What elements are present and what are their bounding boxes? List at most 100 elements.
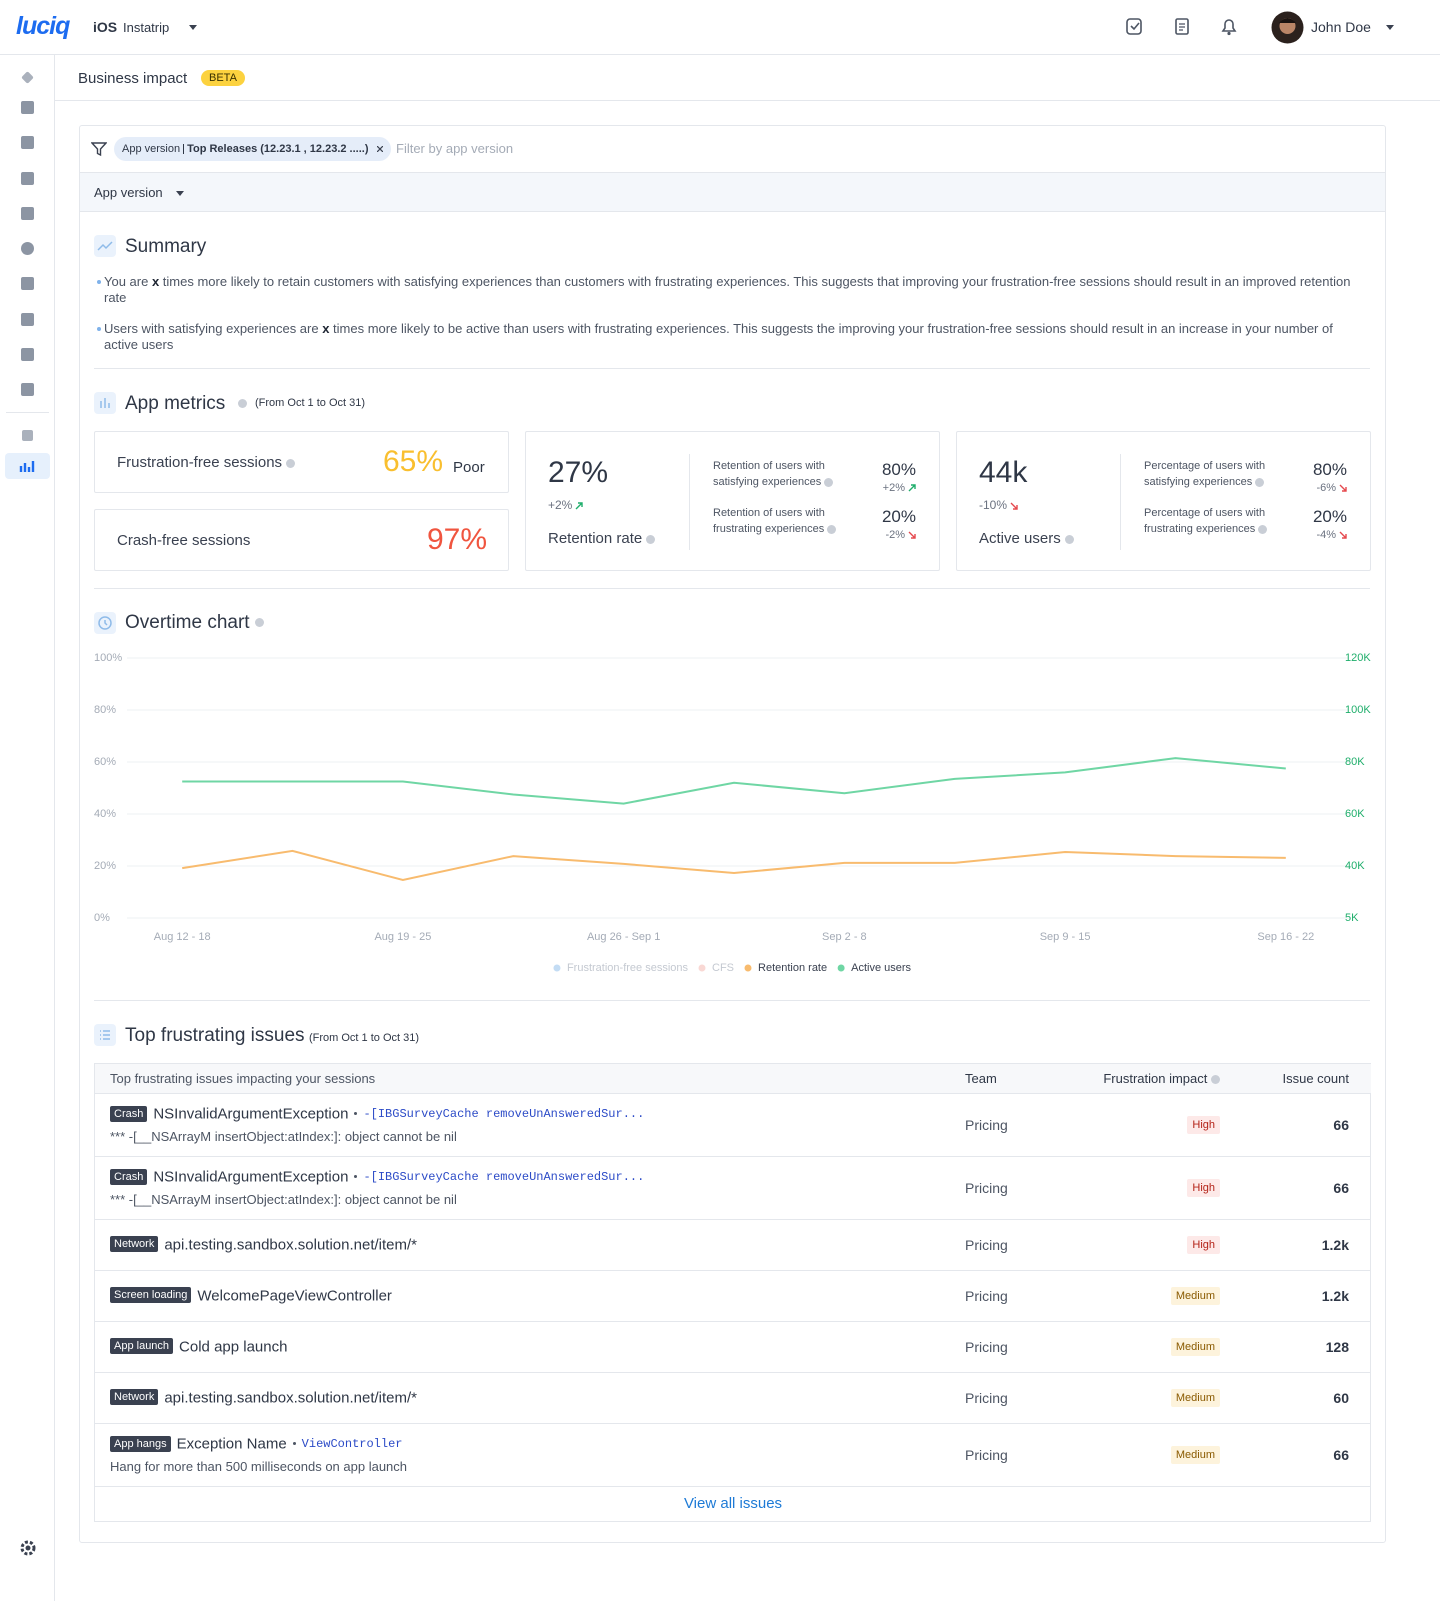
impact-badge: Medium: [1170, 1389, 1220, 1407]
issue-row[interactable]: Crash NSInvalidArgumentException -[IBGSurv…: [95, 1093, 1371, 1156]
x-tick-label: Sep 9 - 15: [1040, 931, 1091, 943]
impact-badge: Medium: [1170, 1446, 1220, 1464]
settings-icon[interactable]: [19, 1539, 37, 1557]
metrics-icon: [94, 392, 116, 414]
issue-code: -[IBGSurveyCache removeUnAnsweredSur...: [363, 1169, 645, 1184]
nav-item[interactable]: [21, 242, 34, 255]
info-icon[interactable]: [827, 524, 837, 534]
metric-label: Frustration-free sessions: [117, 454, 296, 471]
impact-cell: Medium: [1075, 1321, 1220, 1372]
table-header: Top frustrating issues impacting your se…: [95, 1064, 1371, 1093]
nav-item[interactable]: [21, 207, 34, 220]
emphasis: x: [322, 321, 330, 336]
text: +2%: [548, 498, 573, 512]
docs-icon[interactable]: [1175, 18, 1189, 35]
filter-icon[interactable]: [91, 141, 107, 157]
group-by-dropdown[interactable]: App version: [94, 185, 163, 200]
nav-item[interactable]: [21, 313, 34, 326]
nav-analytics-icon[interactable]: [19, 458, 37, 474]
metric-label: Active users: [979, 530, 1074, 547]
metric-divider: [689, 454, 690, 550]
nav-active[interactable]: [5, 453, 50, 479]
issue-row[interactable]: App hangs Exception Name ViewController Han…: [95, 1423, 1371, 1486]
metric-value: 65%: [383, 445, 444, 478]
view-all-link[interactable]: View all issues: [683, 1494, 783, 1512]
user-name[interactable]: John Doe: [1311, 19, 1371, 35]
issue-row[interactable]: Screen loading WelcomePageViewController P…: [95, 1270, 1371, 1321]
platform: iOS: [93, 19, 118, 35]
column-header: Frustration impact: [1075, 1064, 1220, 1093]
impact-cell: High: [1075, 1093, 1220, 1156]
tasks-icon[interactable]: [1126, 18, 1142, 35]
legend-item[interactable]: Retention rate: [744, 962, 828, 974]
info-icon[interactable]: [286, 458, 296, 468]
y-tick-label: 60%: [94, 756, 116, 768]
table-footer: View all issues: [95, 1486, 1371, 1521]
metric-divider: [1120, 454, 1121, 550]
text: Active users: [979, 530, 1061, 547]
info-icon[interactable]: [1258, 524, 1268, 534]
issue-row[interactable]: Network api.testing.sandbox.solution.net/…: [95, 1372, 1371, 1423]
series-line: [182, 849, 1286, 882]
metric-card: Crash-free sessions 97%: [94, 509, 509, 571]
info-icon[interactable]: [824, 477, 834, 487]
issue-title: Cold app launch: [179, 1337, 288, 1355]
info-icon[interactable]: [1211, 1074, 1220, 1084]
separator: [292, 1442, 296, 1446]
nav-item[interactable]: [21, 101, 34, 114]
sub-metric-value: 80%: [1312, 460, 1347, 479]
nav-item[interactable]: [21, 172, 34, 185]
legend-item[interactable]: Frustration-free sessions: [553, 962, 689, 974]
issue-team: Pricing: [965, 1287, 1008, 1304]
column-header: Team: [965, 1064, 1075, 1093]
group-by-caret[interactable]: [176, 191, 184, 196]
legend-item[interactable]: Active users: [837, 962, 912, 974]
issue-tag: App hangs: [110, 1435, 171, 1452]
summary-title: Summary: [125, 236, 207, 257]
nav-item[interactable]: [21, 348, 34, 361]
text: You are: [104, 274, 152, 289]
beta-badge: BETA: [201, 70, 245, 86]
legend-item[interactable]: CFS: [698, 962, 735, 974]
chip-remove[interactable]: [376, 146, 383, 152]
app-selector[interactable]: Instatrip: [123, 20, 170, 35]
arrow-shape: [575, 502, 584, 510]
nav-item[interactable]: [21, 277, 34, 290]
info-icon[interactable]: [1255, 477, 1265, 487]
y2-tick-label: 120K: [1345, 652, 1371, 664]
chip-value: Top Releases (12.23.1 , 12.23.2 .....): [187, 143, 369, 155]
app-caret[interactable]: [189, 25, 197, 30]
text: Retention of users with satisfying exper…: [713, 460, 825, 488]
chip-separator: [183, 144, 185, 155]
divider: [94, 1000, 1370, 1001]
nav-pin[interactable]: [21, 71, 34, 84]
info-icon[interactable]: [254, 618, 264, 628]
nav-item[interactable]: [22, 430, 33, 441]
issue-row[interactable]: Crash NSInvalidArgumentException -[IBGSurv…: [95, 1156, 1371, 1219]
notifications-icon[interactable]: [1221, 19, 1237, 32]
x-tick-label: Aug 26 - Sep 1: [587, 931, 660, 943]
filter-chip[interactable]: App version Top Releases (12.23.1 , 12.23…: [114, 137, 391, 161]
issue-row[interactable]: Network api.testing.sandbox.solution.net/…: [95, 1219, 1371, 1270]
trend-arrow: [908, 531, 916, 539]
info-icon[interactable]: [1064, 534, 1074, 544]
nav-item[interactable]: [21, 136, 34, 149]
issue-row[interactable]: App launch Cold app launch Pricing Medium 12…: [95, 1321, 1371, 1372]
x-tick-label: Aug 19 - 25: [374, 931, 431, 943]
legend: Frustration-free sessions CFS Retention ra…: [553, 962, 912, 974]
user-caret[interactable]: [1386, 25, 1394, 30]
issues-table-wrap: Top frustrating issues impacting your se…: [94, 1063, 1371, 1522]
issue-detail: Hang for more than 500 milliseconds on a…: [110, 1459, 408, 1474]
sub-metric-change: -6%: [1297, 482, 1347, 494]
info-icon[interactable]: [646, 534, 656, 544]
filter-input[interactable]: Filter by app version: [396, 141, 514, 156]
chart-icon: [94, 612, 116, 634]
issue-cell: Network api.testing.sandbox.solution.net/…: [95, 1372, 965, 1423]
avatar[interactable]: [1271, 11, 1304, 44]
logo[interactable]: luciq: [16, 12, 70, 40]
content-card: App version Top Releases (12.23.1 , 12.23…: [79, 125, 1386, 1543]
x-tick-label: Aug 12 - 18: [154, 931, 211, 943]
text: Issue count: [1282, 1070, 1350, 1086]
info-icon[interactable]: [238, 399, 247, 408]
nav-item[interactable]: [21, 383, 34, 396]
